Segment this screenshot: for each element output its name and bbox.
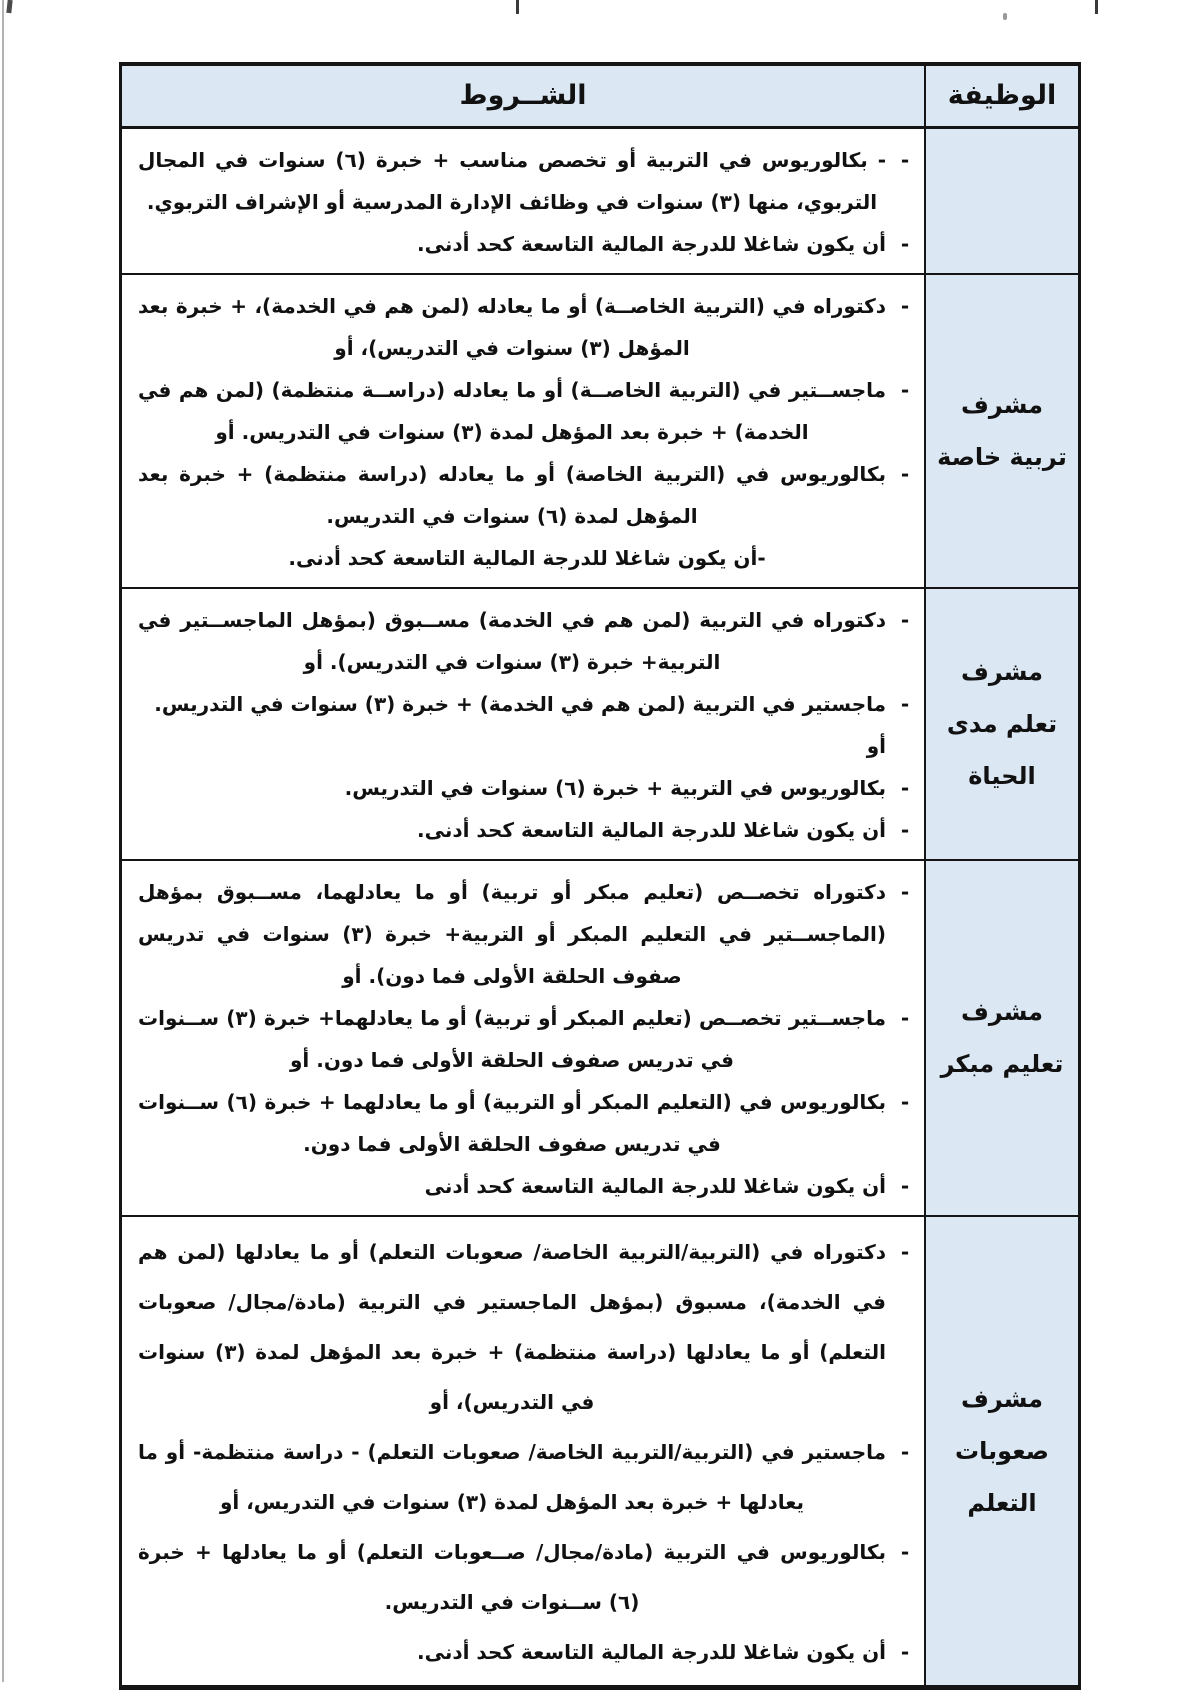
condition-text: - بكالوريوس في التربية أو تخصص مناسب + خ… (138, 148, 886, 214)
position-cell: مشرف صعوبات التعلم (924, 1217, 1078, 1685)
dash-bullet: - (900, 378, 910, 402)
condition-text: ماجستير في التربية (لمن هم في الخدمة) + … (154, 692, 886, 758)
scan-tick-top-right (1095, 0, 1098, 14)
condition-item: - دكتوراه في (التربية الخاصــة) أو ما يع… (138, 285, 916, 369)
condition-item: - أن يكون شاغلا للدرجة المالية التاسعة ك… (138, 1627, 916, 1677)
scan-speck (1003, 13, 1007, 20)
condition-item: -أن يكون شاغلا للدرجة المالية التاسعة كح… (138, 537, 916, 579)
page-edge-line (2, 0, 4, 1682)
scan-mark-top-left (6, 0, 13, 14)
table-header-row: الوظيفة الشــروط (122, 66, 1078, 127)
condition-text: ماجســتير تخصــص (تعليم المبكر أو تربية)… (138, 1006, 886, 1072)
position-cell (924, 129, 1078, 273)
condition-text: أن يكون شاغلا للدرجة المالية التاسعة كحد… (424, 1174, 886, 1198)
condition-item: - أن يكون شاغلا للدرجة المالية التاسعة ك… (138, 223, 916, 265)
condition-text: بكالوريوس في (التعليم المبكر أو التربية)… (138, 1090, 886, 1156)
condition-item: - ماجستير في التربية (لمن هم في الخدمة) … (138, 683, 916, 767)
dash-bullet: - (900, 692, 910, 716)
condition-text: دكتوراه في (التربية/التربية الخاصة/ صعوب… (138, 1240, 886, 1414)
dash-bullet: - (900, 294, 910, 318)
condition-text: بكالوريوس في التربية + خبرة (٦) سنوات في… (344, 776, 886, 800)
dash-bullet: - (900, 1540, 910, 1564)
condition-text: دكتوراه تخصــص (تعليم مبكر أو تربية) أو … (138, 880, 887, 988)
condition-item: - ماجســتير تخصــص (تعليم المبكر أو تربي… (138, 997, 916, 1081)
condition-text: ماجستير في (التربية/التربية الخاصة/ صعوب… (138, 1440, 886, 1514)
condition-item: - دكتوراه تخصــص (تعليم مبكر أو تربية) أ… (138, 871, 916, 997)
dash-bullet: - (900, 818, 910, 842)
table-row: مشرف تعليم مبكر - دكتوراه تخصــص (تعليم … (122, 859, 1078, 1215)
table-row: مشرف تربية خاصة - دكتوراه في (التربية ال… (122, 273, 1078, 587)
condition-text: -أن يكون شاغلا للدرجة المالية التاسعة كح… (288, 546, 766, 570)
dash-bullet: - (900, 608, 910, 632)
condition-item: - دكتوراه في التربية (لمن هم في الخدمة) … (138, 599, 916, 683)
conditions-column-header: الشــروط (122, 66, 924, 126)
table-row: - - بكالوريوس في التربية أو تخصص مناسب +… (122, 127, 1078, 273)
dash-bullet: - (900, 1440, 910, 1464)
condition-text: أن يكون شاغلا للدرجة المالية التاسعة كحد… (417, 1640, 886, 1664)
position-cell: مشرف تربية خاصة (924, 275, 1078, 587)
condition-item: - بكالوريوس في (التعليم المبكر أو التربي… (138, 1081, 916, 1165)
dash-bullet: - (900, 1174, 910, 1198)
condition-text: بكالوريوس في (التربية الخاصة) أو ما يعاد… (138, 462, 886, 528)
dash-bullet: - (900, 1640, 910, 1664)
condition-text: دكتوراه في التربية (لمن هم في الخدمة) مس… (138, 608, 886, 674)
requirements-table: الوظيفة الشــروط - - بكالوريوس في التربي… (119, 62, 1081, 1690)
condition-text: أن يكون شاغلا للدرجة المالية التاسعة كحد… (417, 232, 886, 256)
position-cell: مشرف تعلم مدى الحياة (924, 589, 1078, 859)
condition-text: ماجســتير في (التربية الخاصــة) أو ما يع… (138, 378, 886, 444)
conditions-cell: - دكتوراه تخصــص (تعليم مبكر أو تربية) أ… (122, 861, 924, 1215)
dash-bullet: - (900, 1240, 910, 1264)
condition-item: - بكالوريوس في (التربية الخاصة) أو ما يع… (138, 453, 916, 537)
table-row: مشرف صعوبات التعلم - دكتوراه في (التربية… (122, 1215, 1078, 1685)
condition-item: - دكتوراه في (التربية/التربية الخاصة/ صع… (138, 1227, 916, 1427)
position-column-header: الوظيفة (924, 66, 1078, 126)
condition-text: أن يكون شاغلا للدرجة المالية التاسعة كحد… (417, 818, 886, 842)
condition-item: - بكالوريوس في التربية + خبرة (٦) سنوات … (138, 767, 916, 809)
dash-bullet: - (900, 776, 910, 800)
condition-item: - بكالوريوس في التربية (مادة/مجال/ صــعو… (138, 1527, 916, 1627)
conditions-cell: - دكتوراه في (التربية/التربية الخاصة/ صع… (122, 1217, 924, 1685)
condition-item: - - بكالوريوس في التربية أو تخصص مناسب +… (138, 139, 916, 223)
dash-bullet: - (900, 1006, 910, 1030)
condition-item: - أن يكون شاغلا للدرجة المالية التاسعة ك… (138, 809, 916, 851)
dash-bullet: - (900, 462, 910, 486)
table-row: مشرف تعلم مدى الحياة - دكتوراه في التربي… (122, 587, 1078, 859)
conditions-cell: - دكتوراه في (التربية الخاصــة) أو ما يع… (122, 275, 924, 587)
condition-text: دكتوراه في (التربية الخاصــة) أو ما يعاد… (138, 294, 886, 360)
condition-item: - ماجستير في (التربية/التربية الخاصة/ صع… (138, 1427, 916, 1527)
condition-item: - أن يكون شاغلا للدرجة المالية التاسعة ك… (138, 1165, 916, 1207)
dash-bullet: - (900, 880, 910, 904)
position-cell: مشرف تعليم مبكر (924, 861, 1078, 1215)
condition-item: - ماجســتير في (التربية الخاصــة) أو ما … (138, 369, 916, 453)
dash-bullet: - (900, 232, 910, 256)
conditions-cell: - - بكالوريوس في التربية أو تخصص مناسب +… (122, 129, 924, 273)
dash-bullet: - (900, 1090, 910, 1114)
scan-tick-top-center (516, 0, 519, 14)
conditions-cell: - دكتوراه في التربية (لمن هم في الخدمة) … (122, 589, 924, 859)
dash-bullet: - (900, 148, 910, 172)
condition-text: بكالوريوس في التربية (مادة/مجال/ صــعوبا… (138, 1540, 886, 1614)
